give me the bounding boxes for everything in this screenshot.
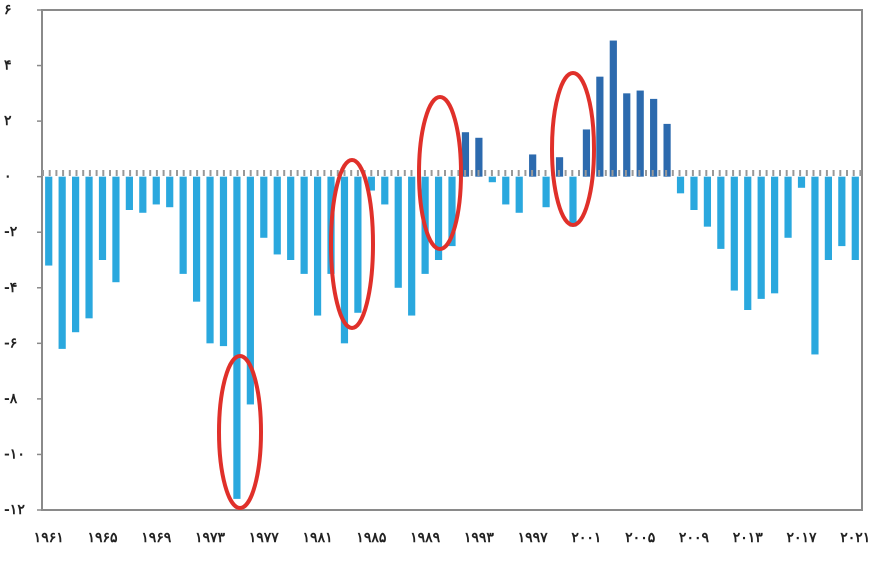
y-tick-label: -۶ [4, 335, 17, 351]
bar [152, 176, 160, 205]
bar [381, 176, 389, 205]
bar [717, 176, 725, 249]
bar [851, 176, 859, 260]
x-tick-label: ۲۰۰۹ [679, 530, 710, 546]
highlights [217, 71, 596, 510]
bar [125, 176, 133, 210]
bar [730, 176, 738, 291]
bar [192, 176, 201, 302]
y-tick-label: ۴ [4, 58, 12, 74]
bar [246, 176, 254, 405]
x-tick-label: ۱۹۷۳ [195, 530, 226, 546]
bar [784, 176, 792, 238]
bar [98, 176, 107, 260]
y-tick-label: -۸ [4, 391, 18, 407]
bar [582, 129, 591, 177]
x-tick-label: ۱۹۸۱ [303, 530, 333, 546]
bar [555, 157, 564, 177]
bar [596, 76, 604, 177]
plot-frame [41, 9, 863, 511]
bar [650, 98, 658, 177]
y-tick-label: ۲ [4, 113, 12, 129]
bar [394, 176, 402, 288]
bar [58, 176, 66, 349]
bar [166, 176, 174, 208]
y-tick-label: ۰ [4, 169, 12, 185]
bar [690, 176, 698, 210]
x-tick-label: ۱۹۶۵ [87, 530, 118, 546]
marks [45, 40, 859, 499]
bar [703, 176, 712, 227]
bar [757, 176, 765, 299]
bar [219, 176, 228, 347]
bar [824, 176, 832, 260]
x-tick-label: ۱۹۸۵ [356, 530, 387, 546]
bar [287, 176, 295, 260]
bar [461, 132, 470, 177]
bar [448, 176, 456, 247]
y-tick-label: -۱۰ [4, 446, 25, 462]
bar [676, 176, 685, 194]
x-tick-label: ۲۰۱۷ [786, 530, 817, 546]
bar [771, 176, 779, 294]
x-tick-label: ۲۰۱۳ [733, 530, 764, 546]
bar [313, 176, 322, 316]
bar [529, 154, 537, 177]
highlight-ellipse [417, 95, 463, 251]
bar [206, 176, 214, 344]
bar [72, 176, 80, 333]
y-tick-label: -۱۲ [4, 502, 25, 518]
bar [139, 176, 147, 213]
x-tick-label: ۲۰۰۵ [625, 530, 656, 546]
bar [273, 176, 281, 255]
bar [112, 176, 120, 283]
x-tick-label: ۱۹۷۷ [249, 530, 280, 546]
y-tick-label: -۴ [4, 280, 17, 296]
bar [569, 176, 577, 227]
y-tick-label: ۶ [4, 2, 12, 18]
bar [45, 176, 53, 266]
highlight-ellipse [550, 71, 596, 227]
bar [340, 176, 349, 344]
x-tick-label: ۱۹۹۳ [464, 530, 495, 546]
bar [488, 176, 496, 183]
bar [515, 176, 523, 213]
bar [367, 176, 375, 191]
bar [233, 176, 241, 499]
bar [502, 176, 510, 205]
highlight-ellipse [217, 354, 263, 510]
bar [838, 176, 846, 247]
bar [623, 93, 631, 177]
x-tick-label: ۲۰۲۱ [840, 530, 870, 546]
bar [797, 176, 806, 188]
bar [260, 176, 268, 238]
bar [663, 123, 671, 177]
y-tick-label: -۲ [4, 224, 18, 240]
bar [475, 137, 483, 177]
bar [636, 90, 644, 177]
x-tick-label: ۱۹۸۹ [410, 530, 441, 546]
x-tick-label: ۱۹۶۹ [141, 530, 172, 546]
x-tick-label: ۲۰۰۱ [571, 530, 601, 546]
bar [744, 176, 752, 310]
bar [609, 40, 617, 177]
bar [811, 176, 819, 355]
bar [85, 176, 93, 319]
bar [542, 176, 550, 208]
bar [300, 176, 308, 274]
bar [179, 176, 187, 274]
x-tick-label: ۱۹۹۷ [518, 530, 549, 546]
highlight-ellipse [329, 158, 375, 330]
bar [434, 176, 443, 260]
bar [408, 176, 416, 316]
x-tick-label: ۱۹۶۱ [34, 530, 64, 546]
bar [354, 176, 362, 313]
